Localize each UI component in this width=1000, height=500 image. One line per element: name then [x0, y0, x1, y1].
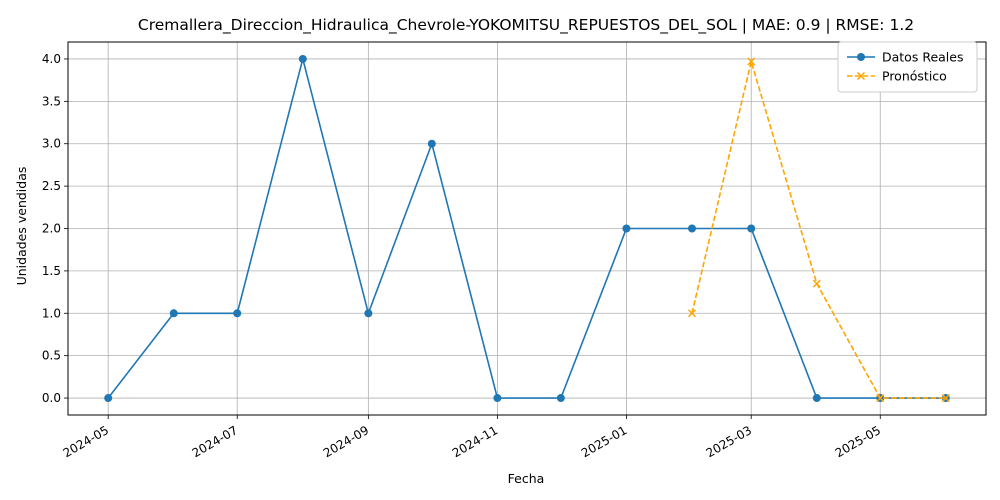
point-datos-reales: [169, 309, 178, 318]
point-pronostico: [941, 394, 950, 403]
point-datos-reales: [104, 394, 113, 403]
legend-marker-datos-reales: [857, 53, 865, 61]
legend-box: [837, 41, 978, 93]
point-pronostico: [812, 279, 821, 288]
legend-marker-pronostico: [856, 71, 866, 81]
y-tick-label: 3.5: [42, 94, 61, 108]
y-tick-label: 2.5: [42, 179, 61, 193]
point-datos-reales: [687, 224, 696, 233]
point-datos-reales: [364, 309, 373, 318]
point-pronostico: [876, 394, 885, 403]
point-datos-reales: [747, 224, 756, 233]
series-layer: [104, 54, 950, 403]
point-datos-reales: [298, 54, 307, 63]
y-tick-label: 0.5: [42, 349, 61, 363]
y-tick-label: 0.0: [42, 391, 61, 405]
legend-label-datos-reales: Datos Reales: [882, 50, 963, 65]
point-datos-reales: [233, 309, 242, 318]
point-datos-reales: [427, 139, 436, 148]
point-datos-reales: [493, 394, 502, 403]
point-pronostico: [747, 57, 756, 66]
y-tick-label: 3.0: [42, 137, 61, 151]
point-datos-reales: [812, 394, 821, 403]
chart-title: Cremallera_Direccion_Hidraulica_Chevrole…: [138, 16, 914, 35]
y-tick-label: 1.0: [42, 306, 61, 320]
point-datos-reales: [622, 224, 631, 233]
y-tick-label: 4.0: [42, 52, 61, 66]
y-axis-label: Unidades vendidas: [14, 167, 29, 286]
legend-label-pronostico: Pronóstico: [882, 69, 947, 84]
point-pronostico: [687, 309, 697, 318]
y-tick-label: 1.5: [42, 264, 61, 278]
x-axis-label: Fecha: [508, 471, 545, 486]
series-line-datos-reales: [107, 58, 946, 399]
y-tick-label: 2.0: [42, 222, 61, 236]
point-datos-reales: [556, 394, 565, 403]
legend: Datos Reales Pronóstico: [837, 41, 978, 93]
